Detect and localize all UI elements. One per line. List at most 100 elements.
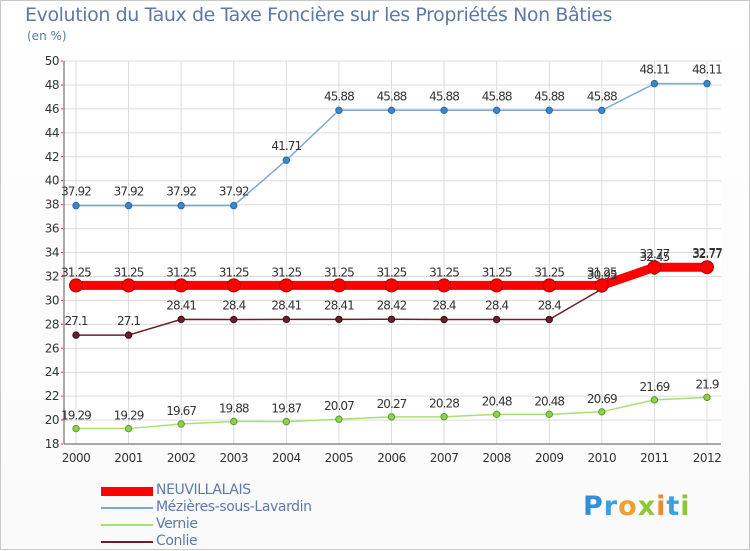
- data-label: 45.88: [534, 89, 564, 103]
- data-point: [387, 106, 396, 115]
- data-point: [387, 315, 396, 323]
- data-point: [230, 201, 238, 210]
- data-point: [226, 278, 241, 293]
- data-point: [174, 278, 189, 293]
- data-point: [230, 315, 238, 324]
- y-tick-label: 28: [45, 317, 59, 331]
- data-label: 37.92: [114, 185, 144, 199]
- x-tick-label: 2009: [535, 451, 564, 465]
- logo-letter: x: [637, 491, 657, 522]
- data-point: [124, 331, 133, 339]
- data-point: [594, 278, 609, 293]
- data-point: [124, 201, 133, 210]
- data-point: [177, 420, 185, 428]
- data-point: [703, 79, 711, 88]
- data-point: [492, 106, 501, 115]
- y-tick-label: 50: [45, 54, 59, 68]
- logo-letter: o: [618, 491, 638, 522]
- data-label: 37.92: [219, 185, 249, 199]
- data-point: [545, 106, 553, 115]
- logo-letter: i: [656, 491, 667, 522]
- data-point: [650, 79, 659, 88]
- data-point: [331, 278, 346, 293]
- x-tick-label: 2005: [325, 451, 354, 465]
- data-label: 20.48: [482, 394, 512, 408]
- data-label: 27.1: [64, 314, 87, 328]
- data-point: [279, 278, 294, 293]
- data-label: 20.48: [534, 394, 564, 408]
- data-label: 19.29: [114, 409, 144, 423]
- y-tick-label: 26: [45, 341, 59, 355]
- x-tick-label: 2001: [114, 451, 143, 465]
- y-tick-label: 32: [45, 269, 59, 283]
- data-point: [335, 315, 343, 324]
- x-tick-label: 2012: [693, 451, 722, 465]
- data-point: [647, 260, 662, 275]
- data-point: [384, 278, 399, 293]
- data-label: 28.4: [433, 299, 456, 313]
- data-label: 31.25: [324, 265, 354, 279]
- data-point: [177, 315, 185, 324]
- data-label: 31.25: [219, 265, 249, 279]
- x-tick-label: 2004: [272, 451, 301, 465]
- data-point: [489, 278, 504, 293]
- x-tick-label: 2006: [377, 451, 406, 465]
- data-label: 45.88: [377, 89, 407, 103]
- data-label: 21.69: [639, 380, 669, 394]
- data-point: [230, 417, 238, 426]
- legend-label: Vernie: [156, 516, 198, 532]
- data-point: [598, 408, 606, 416]
- data-point: [492, 315, 501, 324]
- x-tick-label: 2000: [62, 451, 91, 465]
- data-point: [545, 410, 553, 419]
- data-point: [335, 106, 343, 115]
- y-tick-label: 30: [45, 293, 59, 307]
- x-tick-label: 2011: [640, 451, 669, 465]
- data-label: 48.11: [639, 63, 669, 77]
- legend-label: Conlie: [156, 533, 198, 549]
- x-tick-label: 2002: [167, 451, 196, 465]
- data-point: [72, 424, 80, 433]
- data-label: 28.41: [166, 298, 196, 312]
- y-tick-label: 44: [45, 126, 59, 140]
- data-label: 21.9: [695, 377, 718, 391]
- data-label: 48.11: [692, 63, 722, 77]
- data-point: [440, 106, 448, 115]
- legend-swatch: [101, 524, 153, 526]
- y-tick-label: 40: [45, 174, 59, 188]
- data-label: 28.4: [538, 299, 561, 313]
- data-point: [282, 417, 291, 426]
- data-label: 31.25: [61, 265, 91, 279]
- x-tick-label: 2008: [482, 451, 511, 465]
- y-tick-label: 24: [45, 365, 59, 379]
- y-tick-label: 18: [45, 437, 59, 451]
- data-point: [72, 331, 80, 339]
- data-label: 41.71: [271, 139, 301, 153]
- data-label: 45.88: [482, 89, 512, 103]
- data-label: 30.95: [587, 268, 617, 282]
- x-tick-label: 2010: [588, 451, 617, 465]
- data-point: [440, 315, 448, 324]
- data-point: [650, 396, 659, 404]
- data-point: [437, 278, 452, 293]
- data-label: 19.29: [61, 409, 91, 423]
- y-tick-label: 42: [45, 150, 59, 164]
- data-point: [598, 106, 606, 115]
- y-tick-label: 20: [45, 413, 59, 427]
- data-label: 20.07: [324, 399, 354, 413]
- y-tick-label: 34: [45, 246, 59, 260]
- data-label: 32.45: [639, 250, 669, 264]
- logo-letter: r: [603, 491, 619, 522]
- legend-label: NEUVILLALAIS: [156, 482, 251, 498]
- data-label: 37.92: [61, 185, 91, 199]
- logo-letter: i: [680, 491, 691, 522]
- data-label: 28.42: [377, 298, 407, 312]
- data-label: 31.25: [166, 265, 196, 279]
- data-point: [124, 424, 133, 433]
- x-tick-label: 2007: [430, 451, 459, 465]
- data-point: [69, 278, 83, 293]
- legend-swatch: [101, 507, 153, 509]
- data-label: 45.88: [324, 89, 354, 103]
